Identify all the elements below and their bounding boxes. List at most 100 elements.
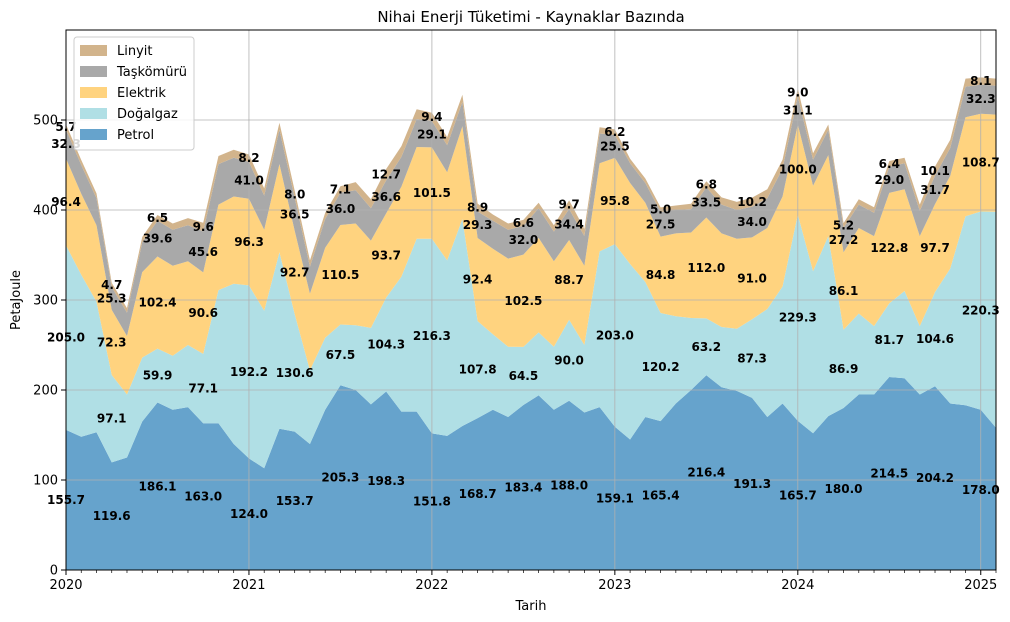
y-tick-label: 500 <box>33 114 58 129</box>
data-label: 188.0 <box>550 478 588 492</box>
data-label: 95.8 <box>600 194 630 208</box>
data-label: 104.3 <box>367 338 405 352</box>
data-label: 8.2 <box>238 151 259 165</box>
data-label: 8.1 <box>970 74 991 88</box>
data-label: 214.5 <box>870 467 908 481</box>
data-label: 108.7 <box>962 156 1000 170</box>
data-label: 31.7 <box>920 183 950 197</box>
data-label: 178.0 <box>962 483 1000 497</box>
data-label: 36.0 <box>326 202 356 216</box>
data-label: 72.3 <box>97 335 127 349</box>
data-label: 102.4 <box>139 296 177 310</box>
data-label: 229.3 <box>779 311 817 325</box>
data-label: 92.4 <box>463 273 493 287</box>
y-axis-label: PetaJoule <box>9 270 24 330</box>
data-label: 6.4 <box>879 157 900 171</box>
data-label: 180.0 <box>825 482 863 496</box>
data-label: 6.5 <box>147 211 168 225</box>
data-label: 165.7 <box>779 488 817 502</box>
y-tick-label: 200 <box>33 384 58 399</box>
data-label: 25.5 <box>600 139 630 153</box>
data-label: 45.6 <box>188 245 218 259</box>
data-label: 205.3 <box>321 471 359 485</box>
data-label: 77.1 <box>188 382 218 396</box>
legend-swatch <box>80 108 107 119</box>
area-elektrik <box>66 113 996 395</box>
data-label: 220.3 <box>962 304 1000 318</box>
data-label: 186.1 <box>139 479 177 493</box>
data-label: 130.6 <box>276 366 314 380</box>
data-label: 124.0 <box>230 507 268 521</box>
data-label: 88.7 <box>554 273 584 287</box>
data-label: 90.6 <box>188 306 218 320</box>
data-label: 159.1 <box>596 491 634 505</box>
legend-label: Doğalgaz <box>117 107 178 122</box>
data-label: 6.8 <box>696 177 717 191</box>
data-label: 192.2 <box>230 365 268 379</box>
data-label: 97.7 <box>920 241 950 255</box>
data-label: 151.8 <box>413 495 451 509</box>
data-label: 86.1 <box>829 284 859 298</box>
data-label: 168.7 <box>459 487 497 501</box>
data-label: 86.9 <box>829 362 859 376</box>
data-label: 87.3 <box>737 352 767 366</box>
x-tick-label: 2021 <box>232 578 265 593</box>
y-tick-label: 100 <box>33 474 58 489</box>
data-label: 216.3 <box>413 329 451 343</box>
area-petrol <box>66 375 996 570</box>
data-label: 29.1 <box>417 127 447 141</box>
data-label: 102.5 <box>504 294 542 308</box>
data-label: 92.7 <box>280 265 310 279</box>
x-tick-label: 2025 <box>964 578 997 593</box>
data-label: 27.5 <box>646 217 676 231</box>
data-label: 84.8 <box>646 268 676 282</box>
data-label: 36.6 <box>371 190 401 204</box>
data-label: 41.0 <box>234 173 264 187</box>
data-label: 153.7 <box>276 494 314 508</box>
data-label: 100.0 <box>779 163 817 177</box>
legend-label: Petrol <box>117 128 154 143</box>
data-label: 32.3 <box>966 92 996 106</box>
y-tick-label: 0 <box>50 564 58 579</box>
legend-swatch <box>80 129 107 140</box>
data-label: 8.9 <box>467 201 488 215</box>
data-label: 8.0 <box>284 187 305 201</box>
data-label: 9.7 <box>558 198 579 212</box>
x-tick-label: 2024 <box>781 578 814 593</box>
data-label: 6.6 <box>513 216 534 230</box>
data-label: 34.4 <box>554 218 584 232</box>
x-tick-label: 2023 <box>598 578 631 593</box>
data-label: 5.0 <box>650 203 671 217</box>
legend-frame <box>73 36 195 151</box>
data-label: 165.4 <box>642 489 680 503</box>
data-label: 31.1 <box>783 104 813 118</box>
data-label: 90.0 <box>554 353 584 367</box>
data-label: 36.5 <box>280 207 310 221</box>
data-label: 29.3 <box>463 218 493 232</box>
data-label: 12.7 <box>371 168 401 182</box>
data-label: 6.2 <box>604 125 625 139</box>
x-axis-label: Tarih <box>515 599 547 614</box>
data-label: 112.0 <box>687 261 725 275</box>
legend-swatch <box>80 66 107 77</box>
legend-swatch <box>80 45 107 56</box>
data-label: 203.0 <box>596 329 634 343</box>
data-label: 163.0 <box>184 490 222 504</box>
legend-swatch <box>80 87 107 98</box>
data-label: 34.0 <box>737 215 767 229</box>
data-label: 27.2 <box>829 233 859 247</box>
data-label: 183.4 <box>504 481 542 495</box>
data-label: 4.7 <box>101 278 122 292</box>
data-label: 10.2 <box>737 195 767 209</box>
data-label: 9.0 <box>787 86 808 100</box>
legend: Linyit Taşkömürü Elektrik Doğalgaz Petrol <box>73 36 195 151</box>
x-tick-label: 2020 <box>49 578 82 593</box>
data-label: 204.2 <box>916 471 954 485</box>
data-label: 59.9 <box>143 369 173 383</box>
data-label: 67.5 <box>326 348 356 362</box>
x-tick-label: 2022 <box>415 578 448 593</box>
legend-label: Taşkömürü <box>116 65 187 80</box>
data-label: 122.8 <box>870 241 908 255</box>
data-label: 104.6 <box>916 332 954 346</box>
data-label: 9.6 <box>193 220 214 234</box>
